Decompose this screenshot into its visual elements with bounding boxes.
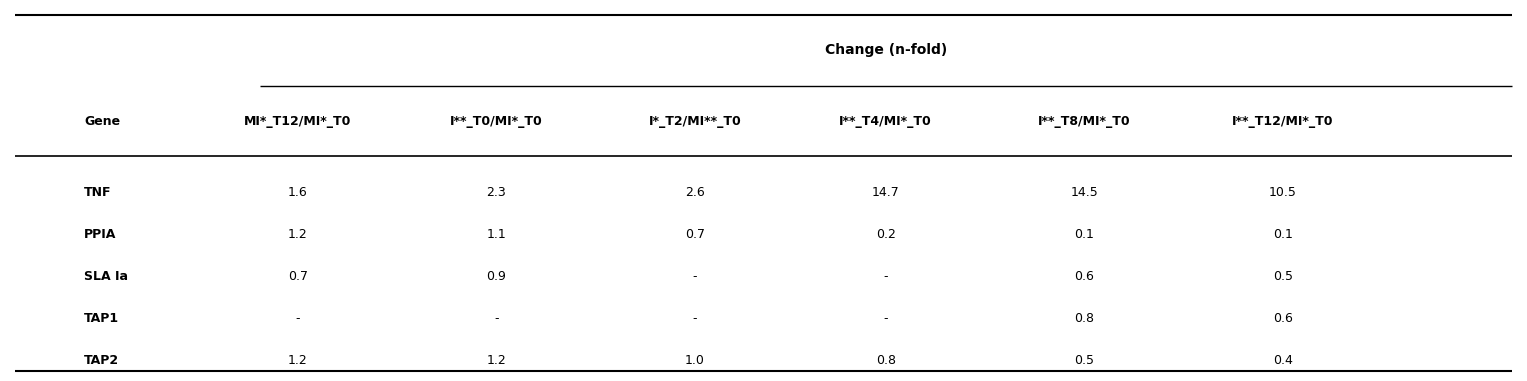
Text: 2.6: 2.6 — [686, 186, 704, 199]
Text: 1.0: 1.0 — [684, 354, 705, 367]
Text: 0.4: 0.4 — [1272, 354, 1293, 367]
Text: 0.9: 0.9 — [486, 270, 507, 283]
Text: 10.5: 10.5 — [1269, 186, 1296, 199]
Text: 2.3: 2.3 — [487, 186, 505, 199]
Text: 1.2: 1.2 — [289, 228, 307, 241]
Text: 0.8: 0.8 — [1073, 312, 1095, 325]
Text: TAP2: TAP2 — [84, 354, 119, 367]
Text: 0.1: 0.1 — [1272, 228, 1293, 241]
Text: Change (n-fold): Change (n-fold) — [825, 43, 947, 56]
Text: 0.8: 0.8 — [875, 354, 896, 367]
Text: -: - — [884, 312, 887, 325]
Text: I**_T8/MI*_T0: I**_T8/MI*_T0 — [1038, 115, 1130, 128]
Text: PPIA: PPIA — [84, 228, 116, 241]
Text: -: - — [495, 312, 498, 325]
Text: TNF: TNF — [84, 186, 111, 199]
Text: 14.7: 14.7 — [872, 186, 899, 199]
Text: I**_T4/MI*_T0: I**_T4/MI*_T0 — [840, 115, 931, 128]
Text: 0.5: 0.5 — [1073, 354, 1095, 367]
Text: MI*_T12/MI*_T0: MI*_T12/MI*_T0 — [244, 115, 351, 128]
Text: -: - — [693, 312, 696, 325]
Text: TAP1: TAP1 — [84, 312, 119, 325]
Text: -: - — [693, 270, 696, 283]
Text: 0.6: 0.6 — [1073, 270, 1095, 283]
Text: Gene: Gene — [84, 115, 121, 128]
Text: I*_T2/MI**_T0: I*_T2/MI**_T0 — [649, 115, 741, 128]
Text: 1.1: 1.1 — [487, 228, 505, 241]
Text: 1.2: 1.2 — [289, 354, 307, 367]
Text: I**_T12/MI*_T0: I**_T12/MI*_T0 — [1232, 115, 1333, 128]
Text: 0.1: 0.1 — [1073, 228, 1095, 241]
Text: 0.6: 0.6 — [1272, 312, 1293, 325]
Text: SLA Ia: SLA Ia — [84, 270, 128, 283]
Text: I**_T0/MI*_T0: I**_T0/MI*_T0 — [450, 115, 542, 128]
Text: 0.7: 0.7 — [287, 270, 308, 283]
Text: 0.5: 0.5 — [1272, 270, 1293, 283]
Text: 1.6: 1.6 — [289, 186, 307, 199]
Text: -: - — [884, 270, 887, 283]
Text: 1.2: 1.2 — [487, 354, 505, 367]
Text: 0.2: 0.2 — [875, 228, 896, 241]
Text: 0.7: 0.7 — [684, 228, 705, 241]
Text: 14.5: 14.5 — [1070, 186, 1098, 199]
Text: -: - — [296, 312, 299, 325]
